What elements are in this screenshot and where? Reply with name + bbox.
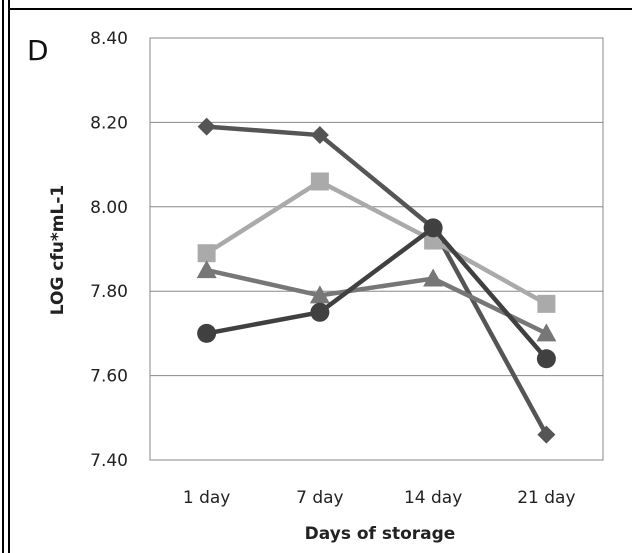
data-point-circle (423, 218, 443, 238)
y-tick-label: 8.00 (90, 198, 128, 218)
series-line (206, 267, 548, 336)
data-point-triangle (196, 260, 217, 279)
plot-area-frame (149, 37, 604, 461)
frame-border-left-inner (8, 0, 10, 553)
y-tick-label: 8.20 (90, 113, 128, 133)
series-line (206, 124, 549, 436)
data-point-square (537, 294, 556, 313)
data-point-diamond (197, 117, 216, 136)
x-tick-labels: 1 day 7 day 14 day 21 day (183, 488, 576, 508)
data-point-circle (197, 323, 217, 343)
x-tick-label: 7 day (296, 488, 344, 508)
data-point-triangle (309, 285, 330, 304)
data-point-triangle (423, 268, 444, 287)
gridlines (150, 37, 603, 461)
frame-border-top (8, 8, 632, 10)
series-square (197, 172, 556, 313)
panel-label: D (27, 34, 49, 67)
y-tick-label: 7.60 (90, 367, 128, 387)
data-point-triangle (536, 323, 557, 342)
series-circle (197, 218, 556, 369)
series-line (205, 179, 548, 306)
series-line (206, 225, 549, 361)
frame-border-left-outer (2, 0, 4, 553)
data-point-diamond (310, 126, 329, 145)
x-tick-label: 21 day (517, 488, 575, 508)
series-layer (196, 117, 557, 444)
series-triangle (196, 260, 557, 342)
y-axis-title: LOG cfu*mL-1 (48, 185, 68, 315)
y-tick-label: 8.40 (90, 29, 128, 49)
x-tick-label: 14 day (404, 488, 462, 508)
data-point-diamond (537, 425, 556, 444)
x-axis-title: Days of storage (305, 524, 456, 544)
x-tick-label: 1 day (183, 488, 231, 508)
data-point-circle (536, 349, 556, 369)
data-point-circle (310, 302, 330, 322)
y-tick-label: 7.80 (90, 282, 128, 302)
data-point-square (197, 244, 216, 263)
data-point-square (310, 172, 329, 191)
y-tick-label: 7.40 (90, 451, 128, 471)
y-tick-labels: 7.40 7.60 7.80 8.00 8.20 8.40 (90, 29, 128, 471)
